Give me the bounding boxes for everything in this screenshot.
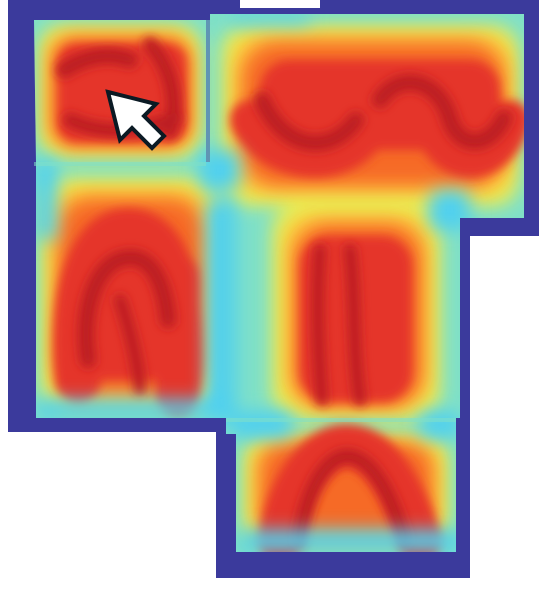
peak-band bbox=[56, 47, 138, 78]
peak-band bbox=[114, 294, 146, 396]
cold-zone bbox=[420, 412, 460, 438]
cold-zone bbox=[230, 14, 310, 24]
cold-zone bbox=[36, 160, 56, 240]
peak-band bbox=[372, 74, 512, 150]
room-seams bbox=[34, 20, 456, 422]
cold-zone bbox=[240, 530, 460, 552]
peak-band bbox=[344, 244, 366, 406]
cold-zone bbox=[430, 190, 470, 230]
peak-band bbox=[311, 244, 328, 406]
peak-band bbox=[293, 448, 411, 547]
room-seam bbox=[226, 418, 456, 422]
cold-zone bbox=[36, 400, 226, 418]
cold-zone bbox=[206, 200, 236, 422]
arrow-cursor-icon bbox=[105, 89, 167, 151]
peak-band bbox=[254, 92, 364, 151]
peak-band bbox=[77, 249, 176, 368]
room-seam bbox=[206, 20, 210, 162]
room-seam bbox=[34, 162, 206, 166]
cold-zone bbox=[232, 412, 292, 438]
hotter-band bbox=[258, 423, 442, 552]
hotter-zone bbox=[58, 44, 186, 142]
peak-band bbox=[143, 37, 181, 139]
